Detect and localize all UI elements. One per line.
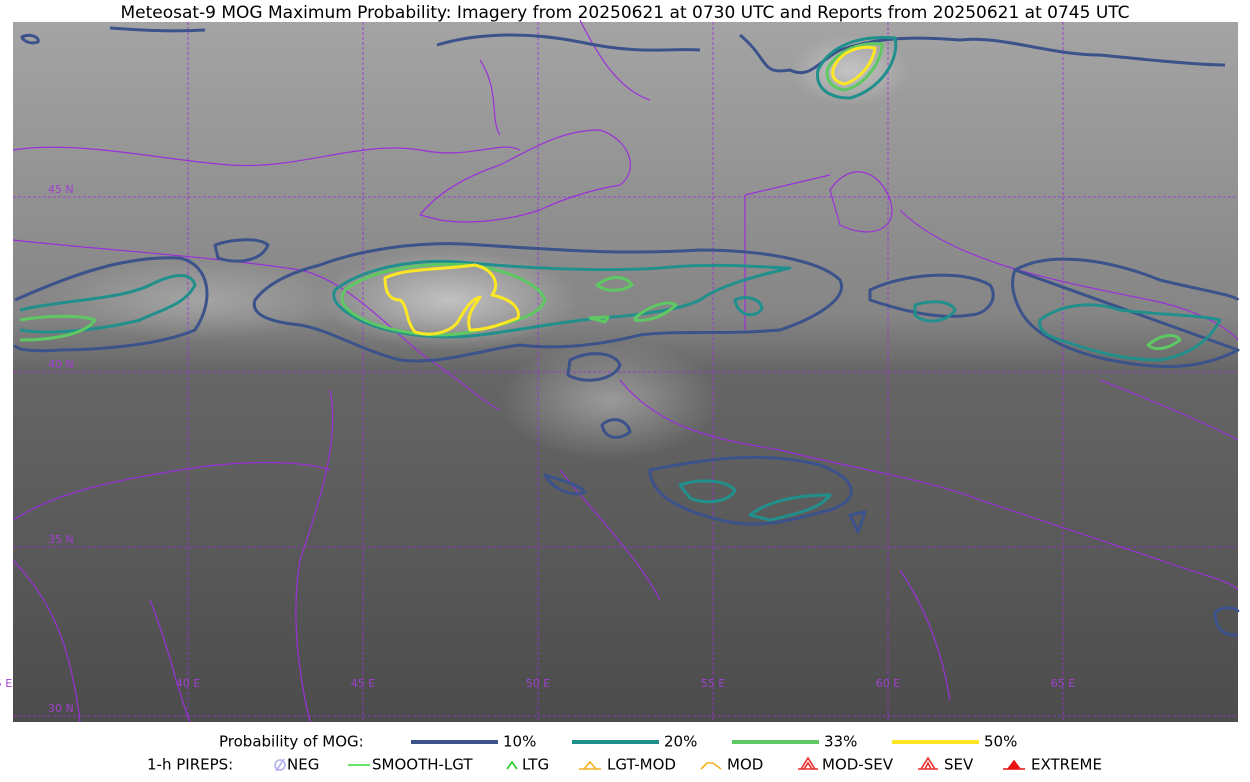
pirep-icon	[798, 756, 818, 770]
map-title: Meteosat-9 MOG Maximum Probability: Imag…	[120, 3, 1129, 23]
borders	[12, 19, 1239, 723]
lat-label: 40 N	[48, 358, 74, 371]
pirep-icon	[274, 758, 286, 772]
pirep-label: NEG	[287, 756, 319, 774]
pireps-title: 1-h PIREPS:	[147, 756, 233, 774]
lon-label: 65 E	[1051, 677, 1075, 690]
pirep-icon	[506, 760, 518, 770]
graticule: 45 N 40 N 35 N 30 N 35 E 40 E 45 E 50 E 55 E 60 E…	[0, 22, 1238, 722]
pirep-label: SMOOTH-LGT	[372, 756, 473, 774]
pirep-label: MOD	[727, 756, 763, 774]
legend: Probability of MOG: 1-h PIREPS: 10% 20% 33…	[147, 733, 1102, 774]
pirep-label: LTG	[522, 756, 549, 774]
lon-label: 55 E	[701, 677, 725, 690]
pirep-icon	[700, 762, 722, 770]
contours	[13, 26, 1240, 637]
lat-label: 30 N	[48, 702, 74, 715]
lon-label: 45 E	[351, 677, 375, 690]
legend-label: 20%	[664, 733, 697, 751]
pirep-label: EXTREME	[1031, 756, 1102, 774]
lon-label: 60 E	[876, 677, 900, 690]
legend-label: 10%	[503, 733, 536, 751]
lon-label: 50 E	[526, 677, 550, 690]
legend-label: 33%	[824, 733, 857, 751]
pirep-label: MOD-SEV	[822, 756, 894, 774]
pirep-icon	[918, 756, 938, 770]
pirep-label: LGT-MOD	[607, 756, 676, 774]
lon-label: 40 E	[176, 677, 200, 690]
pirep-icon	[579, 760, 601, 770]
lat-label: 35 N	[48, 533, 74, 546]
lat-label: 45 N	[48, 183, 74, 196]
legend-title: Probability of MOG:	[219, 733, 364, 751]
lon-label: 35 E	[0, 677, 12, 690]
legend-label: 50%	[984, 733, 1017, 751]
pirep-label: SEV	[944, 756, 974, 774]
pirep-icon	[1003, 759, 1025, 770]
